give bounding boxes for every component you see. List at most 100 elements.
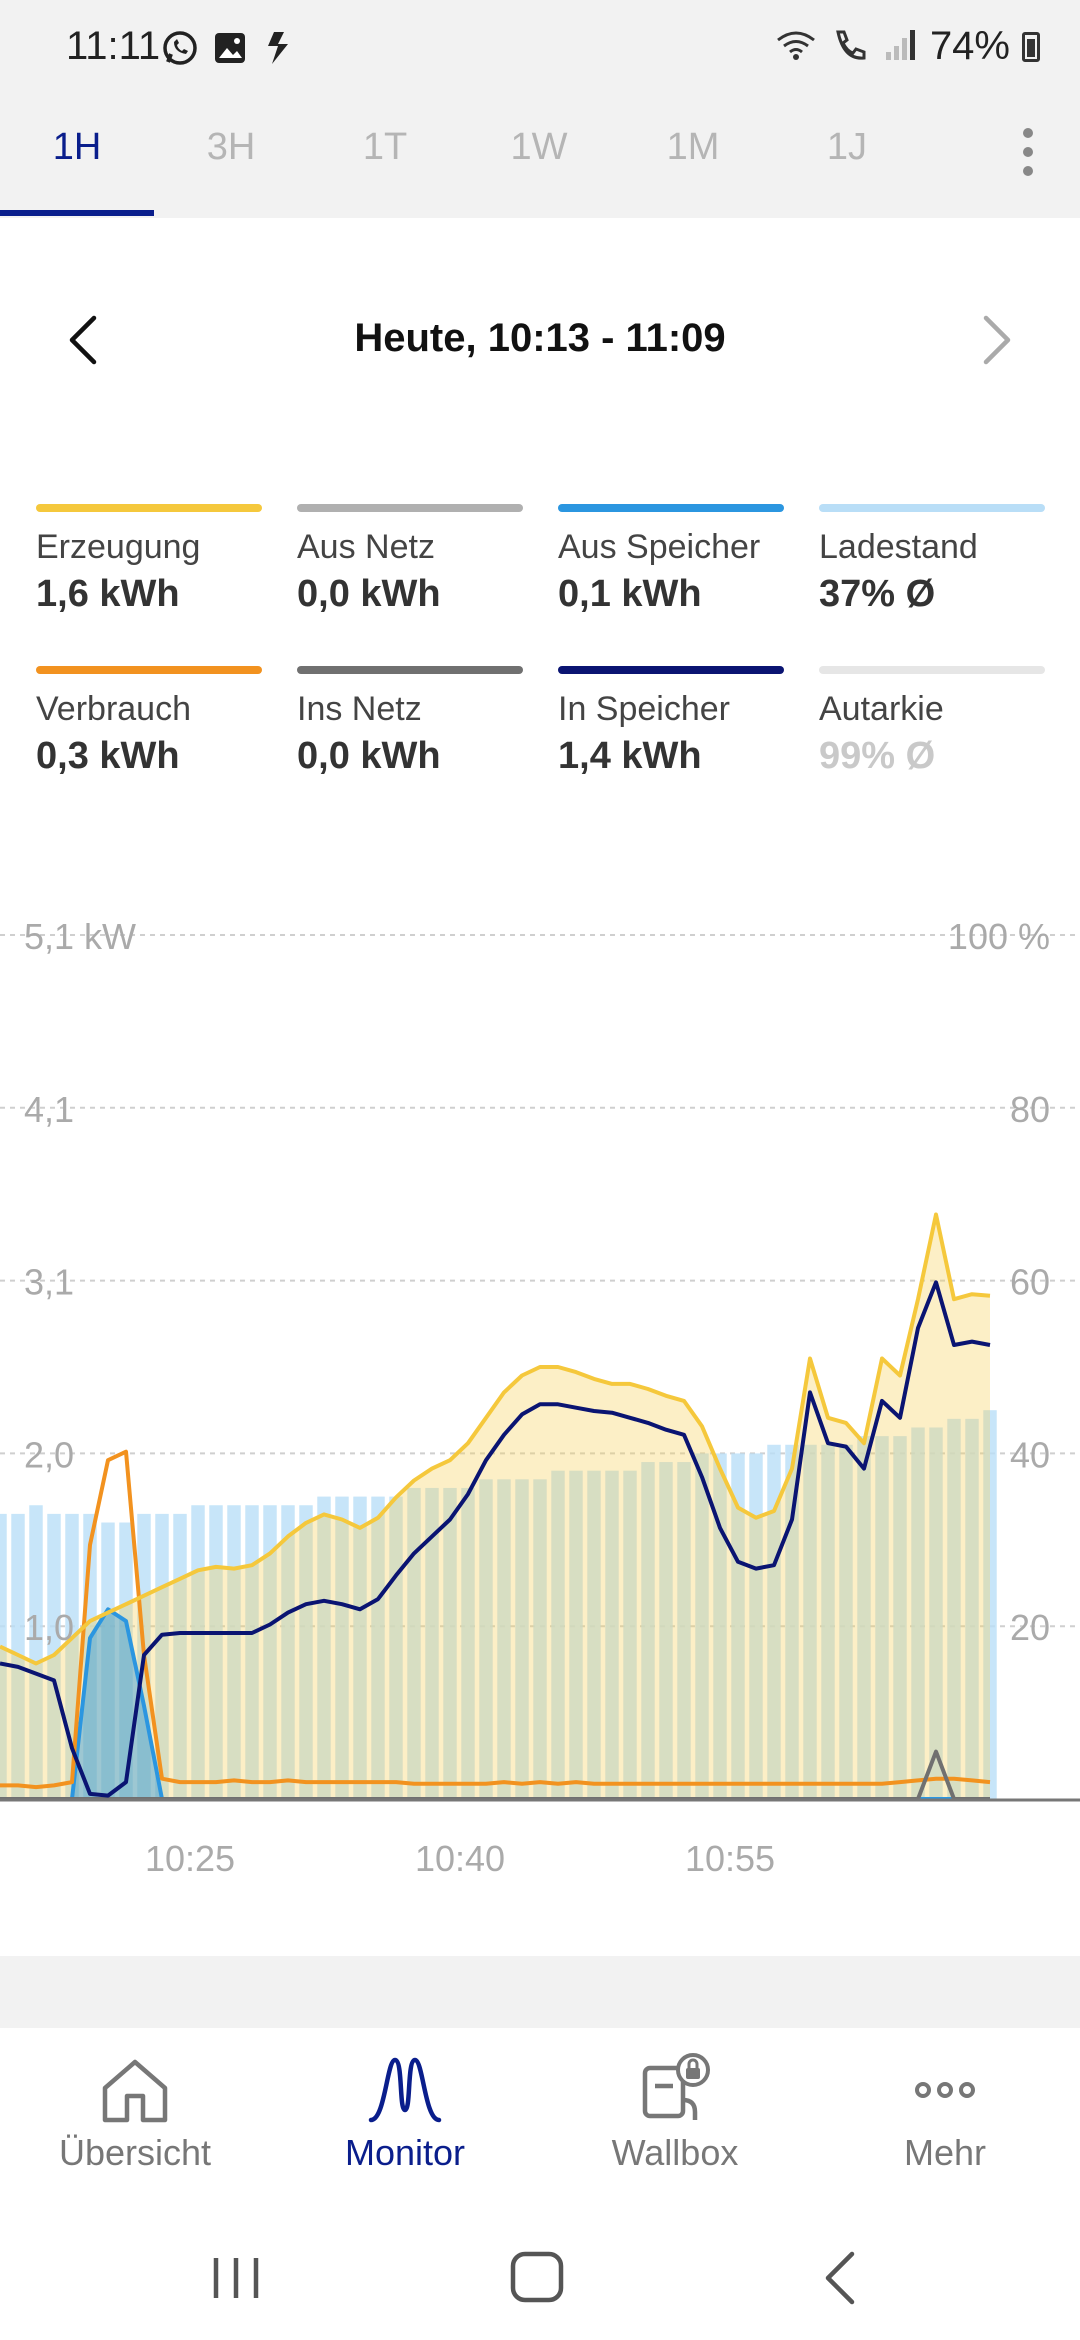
ladestand-bar xyxy=(515,1479,529,1799)
nav-monitor[interactable]: Monitor xyxy=(270,2028,540,2218)
ladestand-bar xyxy=(353,1496,367,1799)
ladestand-bar xyxy=(839,1444,853,1799)
dollar-icon xyxy=(260,28,300,68)
right-axis-label: 60 xyxy=(1010,1262,1050,1303)
legend-label: Verbrauch xyxy=(36,690,191,728)
home-button[interactable] xyxy=(500,2248,580,2308)
legend-erzeugung[interactable]: Erzeugung 1,6 kWh xyxy=(36,504,262,616)
ladestand-bar xyxy=(587,1470,601,1799)
legend-value: 0,0 kWh xyxy=(297,735,441,777)
series-line-erzeugung xyxy=(0,1212,991,1666)
legend-color-bar xyxy=(36,504,262,512)
legend-color-bar xyxy=(36,666,262,674)
wifi-call-icon xyxy=(830,24,870,69)
legend-aus-netz[interactable]: Aus Netz 0,0 kWh xyxy=(297,504,523,616)
left-axis-label: 3,1 xyxy=(24,1262,74,1303)
tab-1h[interactable]: 1H xyxy=(52,126,102,168)
recents-button[interactable] xyxy=(196,2248,276,2308)
series-area-aus-speicher xyxy=(0,1609,990,1799)
right-axis-label: 40 xyxy=(1010,1434,1050,1475)
ladestand-bar xyxy=(893,1436,907,1799)
ladestand-bar xyxy=(695,1453,709,1799)
legend-color-bar xyxy=(558,504,784,512)
left-axis-label: 4,1 xyxy=(24,1089,74,1130)
system-status: 74% xyxy=(774,24,1040,69)
back-icon xyxy=(825,2251,855,2305)
ladestand-bar xyxy=(335,1496,349,1799)
tab-1t[interactable]: 1T xyxy=(362,126,408,168)
wifi-icon xyxy=(774,24,818,69)
chart-canvas: 5,1 kW 4,1 3,1 2,0 1,0 100 % 80 60 40 20 10:25 10:4… xyxy=(0,916,1080,1879)
back-button[interactable] xyxy=(800,2248,880,2308)
left-axis-label: 1,0 xyxy=(24,1607,74,1648)
previous-period-button[interactable] xyxy=(56,310,116,370)
overflow-menu-icon[interactable] xyxy=(1006,122,1050,182)
ladestand-bar xyxy=(425,1487,439,1799)
legend-value: 99% Ø xyxy=(819,735,936,777)
ladestand-bar xyxy=(479,1479,493,1799)
whatsapp-icon xyxy=(160,28,200,68)
ladestand-bar xyxy=(263,1505,277,1799)
home-circle-icon xyxy=(510,2251,564,2303)
legend-color-bar xyxy=(558,666,784,674)
nav-label: Monitor xyxy=(344,2132,466,2173)
signal-icon xyxy=(882,24,918,69)
ladestand-bar xyxy=(191,1505,205,1799)
ladestand-bar xyxy=(713,1453,727,1799)
active-tab-indicator xyxy=(0,210,154,216)
status-bar: 11:11 74% xyxy=(0,0,1080,98)
chevron-right-icon xyxy=(983,315,1011,365)
ladestand-bar xyxy=(119,1522,133,1799)
ladestand-bar xyxy=(0,1513,7,1799)
gallery-icon xyxy=(210,28,250,68)
legend-verbrauch[interactable]: Verbrauch 0,3 kWh xyxy=(36,666,262,778)
nav-uebersicht[interactable]: Übersicht xyxy=(0,2028,270,2218)
legend-color-bar xyxy=(819,666,1045,674)
legend-ladestand[interactable]: Ladestand 37% Ø xyxy=(819,504,1045,616)
ladestand-bar xyxy=(857,1436,871,1799)
legend-label: Ins Netz xyxy=(297,690,422,728)
tab-1m[interactable]: 1M xyxy=(666,126,720,168)
legend-in-speicher[interactable]: In Speicher 1,4 kWh xyxy=(558,666,784,778)
ladestand-bar xyxy=(101,1522,115,1799)
section-divider xyxy=(0,1956,1080,2028)
ladestand-bar xyxy=(605,1470,619,1799)
bottom-navigation: Übersicht Monitor Wallbox Mehr xyxy=(0,2028,1080,2218)
legend-value: 0,1 kWh xyxy=(558,573,702,615)
more-icon xyxy=(915,2082,975,2098)
legend-autarkie[interactable]: Autarkie 99% Ø xyxy=(819,666,1045,778)
legend-label: Aus Netz xyxy=(297,528,435,566)
ladestand-bar xyxy=(245,1505,259,1799)
left-axis-label: 2,0 xyxy=(24,1434,74,1475)
date-range-title: Heute, 10:13 - 11:09 xyxy=(354,316,726,360)
battery-icon xyxy=(1022,31,1040,62)
ladestand-bar xyxy=(749,1453,763,1799)
battery-percent: 74% xyxy=(929,24,1010,68)
ladestand-bar xyxy=(929,1427,943,1799)
tab-1w[interactable]: 1W xyxy=(510,126,568,168)
ladestand-bar xyxy=(965,1418,979,1799)
energy-chart[interactable]: 5,1 kW 4,1 3,1 2,0 1,0 100 % 80 60 40 20 10:25 10:4… xyxy=(0,900,1080,1900)
ladestand-bar xyxy=(875,1436,889,1799)
ladestand-bar xyxy=(461,1487,475,1799)
tab-3h[interactable]: 3H xyxy=(206,126,256,168)
period-tabs: 1H 3H 1T 1W 1M 1J xyxy=(0,98,1080,218)
x-axis-label: 10:40 xyxy=(415,1838,505,1879)
series-line-verbrauch xyxy=(0,1449,991,1790)
next-period-button[interactable] xyxy=(964,310,1024,370)
legend-ins-netz[interactable]: Ins Netz 0,0 kWh xyxy=(297,666,523,778)
legend-label: In Speicher xyxy=(558,690,730,728)
nav-wallbox[interactable]: Wallbox xyxy=(540,2028,810,2218)
ladestand-bar xyxy=(497,1479,511,1799)
ladestand-bar xyxy=(407,1487,421,1799)
legend-aus-speicher[interactable]: Aus Speicher 0,1 kWh xyxy=(558,504,784,616)
ladestand-bar xyxy=(569,1470,583,1799)
recents-icon xyxy=(213,2258,259,2298)
system-navigation-bar xyxy=(0,2218,1080,2340)
nav-mehr[interactable]: Mehr xyxy=(810,2028,1080,2218)
ladestand-bar xyxy=(551,1470,565,1799)
ladestand-bar xyxy=(821,1444,835,1799)
home-icon xyxy=(102,2059,168,2123)
tab-1j[interactable]: 1J xyxy=(826,126,868,168)
legend-value: 1,4 kWh xyxy=(558,735,702,777)
